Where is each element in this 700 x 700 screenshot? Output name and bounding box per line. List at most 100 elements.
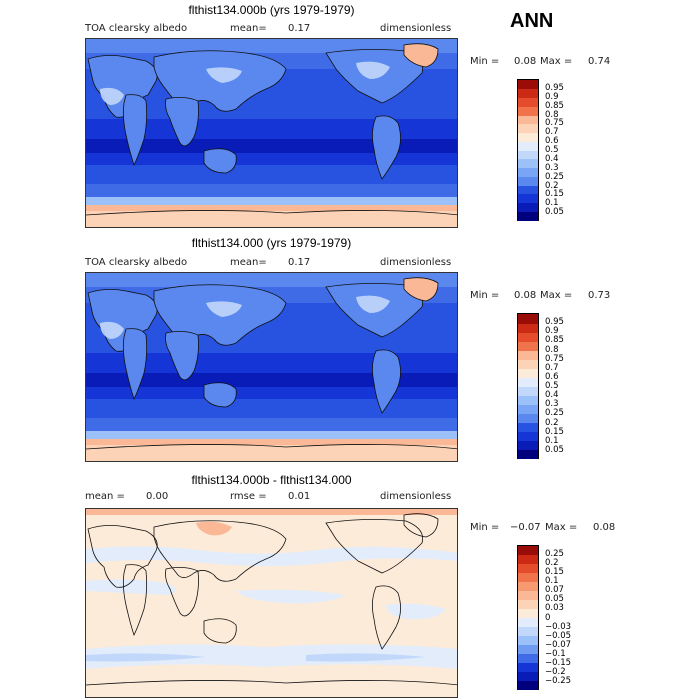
colorbar-segment [518, 671, 538, 681]
panel2-min-value: 0.08 [514, 290, 537, 301]
panel3-mean-value: 0.00 [146, 491, 169, 502]
colorbar-segment [518, 123, 538, 133]
colorbar-segment [518, 563, 538, 574]
colorbar-level-label: 0.25 [545, 408, 564, 419]
colorbar-level-label: 0.3 [545, 399, 559, 410]
colorbar-segment [518, 80, 538, 90]
panel3-max-label: Max = [545, 522, 578, 533]
colorbar-segment [518, 150, 538, 160]
colorbar-segment [518, 332, 538, 342]
colorbar-level-label: 0.8 [545, 109, 559, 120]
colorbar-segment [518, 546, 538, 556]
panel1-min-label: Min = [470, 56, 500, 67]
colorbar-segment [518, 680, 538, 690]
panel1-min-value: 0.08 [514, 56, 537, 67]
colorbar-segment [518, 97, 538, 107]
panel2-map-svg [86, 273, 457, 461]
colorbar-level-label: 0.6 [545, 136, 559, 147]
panel1-mean-value: 0.17 [288, 23, 311, 34]
colorbar-segment [518, 653, 538, 663]
colorbar-segment [518, 635, 538, 645]
colorbar-level-label: −0.05 [545, 630, 572, 641]
colorbar-level-label: 0.85 [545, 335, 564, 346]
colorbar-segment [518, 431, 538, 441]
colorbar-segment [518, 377, 538, 387]
colorbar-level-label: −0.07 [545, 639, 572, 650]
panel2-title: flthist134.000 (yrs 1979-1979) [191, 236, 352, 250]
colorbar-level-label: 0.25 [545, 171, 564, 182]
colorbar-segment [518, 395, 538, 405]
colorbar-level-label: 0.07 [545, 585, 564, 596]
panel1-mean-label: mean= [230, 23, 267, 34]
colorbar-level-label: 0.9 [545, 326, 559, 337]
colorbar-level-label: 0.2 [545, 558, 559, 569]
panel1-map [85, 38, 458, 228]
colorbar-segment [518, 422, 538, 432]
colorbar-level-label: 0.9 [545, 91, 559, 102]
colorbar-segment [518, 106, 538, 116]
season-label: ANN [510, 10, 554, 32]
colorbar-level-label: 0.5 [545, 381, 559, 391]
colorbar-level-label: −0.03 [545, 621, 572, 632]
colorbar-level-label: 0.7 [545, 127, 559, 138]
colorbar-segment [518, 185, 538, 195]
colorbar-level-label: 0 [545, 612, 551, 623]
panel2-max-label: Max = [540, 290, 573, 301]
colorbar-segment [518, 323, 538, 333]
panel2-mean-label: mean= [230, 257, 267, 268]
colorbar-segment [518, 314, 538, 324]
colorbar-level-label: 0.15 [545, 567, 564, 578]
panel3-min-label: Min = [470, 522, 500, 533]
colorbar-level-label: 0.7 [545, 362, 559, 373]
panel3-title: flthist134.000b - flthist134.000 [191, 473, 352, 487]
colorbar-segment [518, 590, 538, 601]
colorbar-segment [518, 581, 538, 592]
colorbar-level-label: −0.25 [545, 675, 572, 686]
colorbar-level-label: 0.75 [545, 353, 564, 364]
colorbar-segment [518, 449, 538, 459]
colorbar-level-label: 0.05 [545, 444, 564, 455]
panel3-colorbar [517, 545, 539, 690]
colorbar-segment [518, 386, 538, 396]
panel3-mean-label: mean = [85, 491, 125, 502]
colorbar-level-label: 0.2 [545, 417, 559, 428]
colorbar-segment [518, 404, 538, 414]
colorbar-segment [518, 368, 538, 378]
colorbar-segment [518, 359, 538, 369]
panel1-title: flthist134.000b (yrs 1979-1979) [188, 3, 355, 17]
colorbar-segment [518, 158, 538, 168]
colorbar-level-label: 0.1 [545, 576, 559, 587]
colorbar-segment [518, 626, 538, 636]
colorbar-level-label: 0.2 [545, 180, 559, 191]
colorbar-segment [518, 644, 538, 654]
colorbar-level-label: 0.95 [545, 317, 564, 328]
panel2-mean-value: 0.17 [288, 257, 311, 268]
panel2-min-label: Min = [470, 290, 500, 301]
colorbar-level-label: 0.85 [545, 100, 564, 111]
colorbar-segment [518, 413, 538, 423]
colorbar-segment [518, 608, 538, 618]
colorbar-level-label: −0.15 [545, 657, 572, 668]
panel1-max-value: 0.74 [588, 56, 611, 67]
panel3-max-value: 0.08 [593, 522, 616, 533]
colorbar-level-label: 0.6 [545, 371, 559, 382]
colorbar-level-label: −0.2 [545, 666, 566, 677]
colorbar-segment [518, 617, 538, 627]
panel3-map-svg [86, 509, 457, 697]
panel3-map [85, 508, 458, 698]
colorbar-level-label: −0.1 [545, 648, 566, 659]
colorbar-level-label: 0.8 [545, 344, 559, 355]
colorbar-level-label: 0.15 [545, 426, 564, 437]
colorbar-level-label: 0.4 [545, 153, 559, 164]
panel3-rmse-label: rmse = [230, 491, 267, 502]
panel3-units: dimensionless [380, 491, 452, 502]
colorbar-segment [518, 662, 538, 672]
colorbar-segment [518, 554, 538, 565]
colorbar-level-label: 0.03 [545, 603, 564, 614]
colorbar-segment [518, 167, 538, 177]
colorbar-level-label: 0.5 [545, 145, 559, 155]
colorbar-level-label: 0.05 [545, 594, 564, 605]
colorbar-segment [518, 202, 538, 212]
colorbar-level-label: 0.15 [545, 189, 564, 200]
panel2-variable: TOA clearsky albedo [85, 257, 188, 268]
